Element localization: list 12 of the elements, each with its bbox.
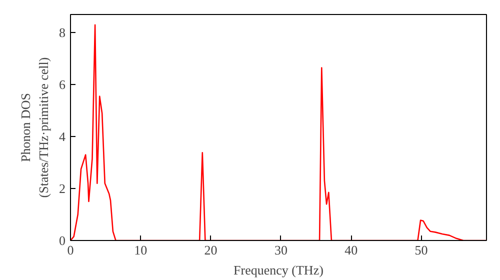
x-tick-label: 10 xyxy=(134,242,148,258)
x-tick-label: 40 xyxy=(344,242,358,258)
x-tick-label: 30 xyxy=(274,242,288,258)
y-tick-label: 6 xyxy=(59,77,66,92)
x-tick-label: 50 xyxy=(414,242,428,258)
x-axis-title: Frequency (THz) xyxy=(234,262,324,278)
x-tick-label: 20 xyxy=(204,242,218,258)
y-tick-label: 2 xyxy=(59,181,66,196)
y-tick-label: 4 xyxy=(59,129,66,144)
y-axis-title: Phonon DOS (States/THz·primitive cell) xyxy=(18,57,51,198)
y-tick-label: 8 xyxy=(59,25,66,40)
y-tick-label: 0 xyxy=(59,233,66,248)
